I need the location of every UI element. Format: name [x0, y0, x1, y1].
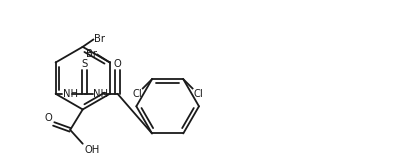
Text: O: O: [113, 59, 121, 69]
Text: Cl: Cl: [193, 89, 202, 99]
Text: S: S: [81, 59, 87, 69]
Text: OH: OH: [84, 145, 99, 155]
Text: NH: NH: [93, 89, 108, 99]
Text: Br: Br: [85, 49, 96, 59]
Text: O: O: [45, 113, 52, 123]
Text: NH: NH: [63, 89, 78, 99]
Text: Br: Br: [94, 34, 104, 44]
Text: Cl: Cl: [132, 89, 142, 99]
